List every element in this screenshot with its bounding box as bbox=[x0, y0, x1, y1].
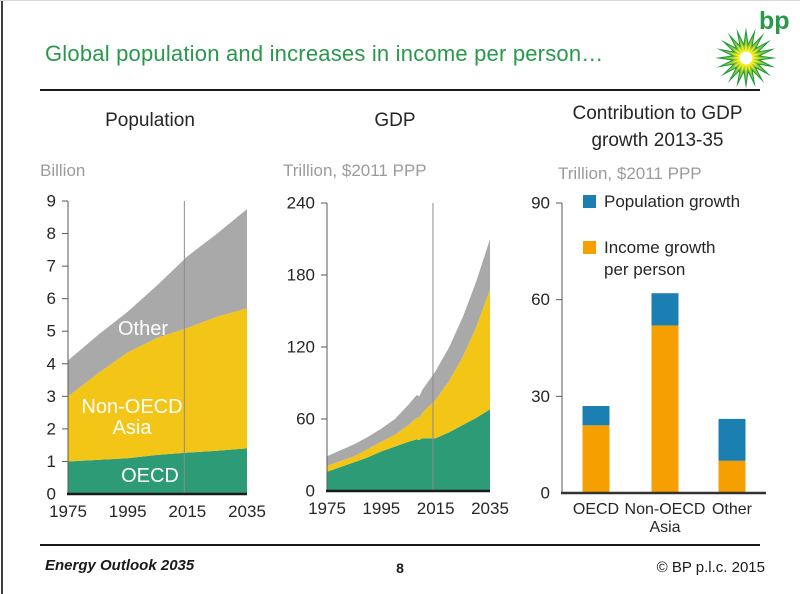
category-label-oecd: OECD bbox=[573, 501, 619, 518]
y-tick-label: 0 bbox=[306, 482, 315, 501]
bar-other-income-growth-per-person bbox=[718, 460, 746, 493]
title-divider bbox=[40, 89, 760, 91]
y-tick-label: 6 bbox=[47, 289, 56, 308]
area-other bbox=[68, 209, 247, 397]
helios-core bbox=[739, 51, 753, 65]
page-title: Global population and increases in incom… bbox=[45, 41, 604, 66]
y-tick-label: 3 bbox=[47, 387, 56, 406]
y-tick-label: 90 bbox=[531, 194, 550, 213]
income-growth-swatch bbox=[583, 241, 596, 254]
bar-oecd-population-growth bbox=[582, 406, 610, 426]
category-label-non-oecd-asia: Asia bbox=[649, 519, 680, 536]
y-tick-label: 2 bbox=[47, 419, 56, 438]
y-tick-label: 1 bbox=[47, 452, 56, 471]
y-tick-label: 9 bbox=[47, 192, 56, 211]
population-chart-title: Population bbox=[105, 110, 195, 131]
population-stacked-area-chart: 0 1 2 3 4 5 6 7 8 9 1975 1995 2015 2035 OECD Non-OECDAs… bbox=[47, 192, 266, 522]
x-tick-label: 2035 bbox=[471, 499, 509, 518]
y-tick-label: 30 bbox=[531, 387, 550, 406]
footer-copyright: © BP p.l.c. 2015 bbox=[656, 559, 765, 576]
page-number: 8 bbox=[396, 560, 404, 576]
legend-item-income-growth: Income growth per person bbox=[583, 237, 740, 281]
area-label-non-oecd-asia: Asia bbox=[113, 417, 153, 439]
footer-document-title: Energy Outlook 2035 bbox=[45, 557, 195, 574]
contribution-chart-title-line1: Contribution to GDP bbox=[572, 103, 743, 124]
gdp-chart-unit-label: Trillion, $2011 PPP bbox=[283, 161, 427, 180]
gdp-stacked-area-chart: 0 60 120 180 240 1975 1995 2015 2035 bbox=[287, 194, 509, 519]
y-tick-label: 0 bbox=[541, 484, 550, 503]
x-tick-label: 2035 bbox=[228, 502, 266, 521]
contribution-chart-title: Contribution to GDP growth 2013-35 bbox=[535, 100, 780, 154]
category-label-other: Other bbox=[712, 501, 753, 518]
area-non-oecd-asia bbox=[68, 308, 247, 462]
bp-helios-icon bbox=[715, 27, 777, 89]
footer-divider bbox=[40, 544, 760, 546]
area-other bbox=[327, 239, 490, 466]
slide-left-border bbox=[1, 1, 3, 594]
bar-other-population-growth bbox=[718, 418, 746, 461]
contribution-chart-unit-label: Trillion, $2011 PPP bbox=[558, 164, 702, 183]
y-tick-label: 60 bbox=[531, 290, 550, 309]
x-tick-label: 1995 bbox=[109, 502, 147, 521]
legend-label-income-growth: Income growth per person bbox=[604, 238, 716, 279]
contribution-chart-legend: Population growth Income growth per pers… bbox=[583, 191, 740, 305]
bar-non-oecd-asia-population-growth bbox=[651, 293, 679, 326]
y-tick-label: 5 bbox=[47, 322, 56, 341]
y-tick-label: 240 bbox=[287, 194, 315, 213]
population-chart-unit-label: Billion bbox=[40, 161, 86, 180]
bar-oecd-income-growth-per-person bbox=[582, 425, 610, 493]
gdp-chart-title: GDP bbox=[374, 110, 416, 131]
area-label-other: Other bbox=[118, 318, 168, 340]
legend-label-population-growth: Population growth bbox=[604, 192, 741, 211]
y-tick-label: 7 bbox=[47, 257, 56, 276]
bp-logo-text: bp bbox=[759, 7, 790, 35]
x-tick-label: 2015 bbox=[417, 499, 455, 518]
x-tick-label: 1975 bbox=[308, 499, 346, 518]
area-oecd bbox=[327, 409, 490, 491]
area-label-oecd: OECD bbox=[121, 465, 179, 487]
y-tick-label: 0 bbox=[47, 485, 56, 504]
population-growth-swatch bbox=[583, 195, 596, 208]
category-label-non-oecd-asia: Non-OECD bbox=[625, 501, 706, 518]
contribution-chart-title-line2: growth 2013-35 bbox=[591, 130, 724, 151]
bar-non-oecd-asia-income-growth-per-person bbox=[651, 325, 679, 493]
y-tick-label: 180 bbox=[287, 266, 315, 285]
x-tick-label: 1975 bbox=[49, 502, 87, 521]
x-tick-label: 2015 bbox=[168, 502, 206, 521]
y-tick-label: 60 bbox=[296, 410, 315, 429]
y-tick-label: 120 bbox=[287, 338, 315, 357]
area-oecd bbox=[68, 448, 247, 494]
area-label-non-oecd-asia: Non-OECD bbox=[81, 396, 182, 418]
legend-item-population-growth: Population growth bbox=[583, 191, 740, 213]
y-tick-label: 4 bbox=[47, 354, 56, 373]
x-tick-label: 1995 bbox=[362, 499, 400, 518]
y-tick-label: 8 bbox=[47, 224, 56, 243]
area-non-oecd-asia bbox=[327, 289, 490, 472]
